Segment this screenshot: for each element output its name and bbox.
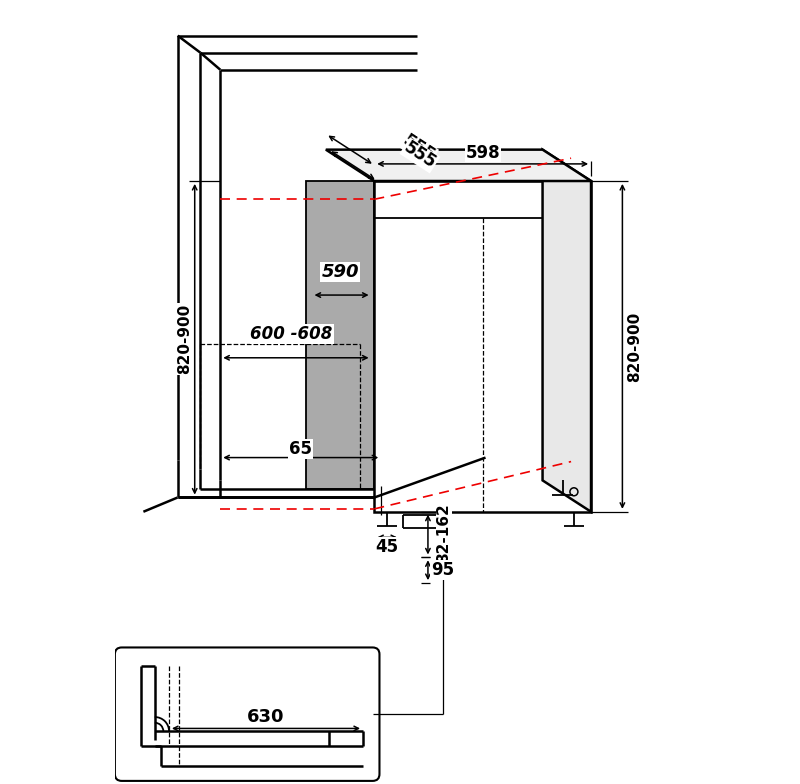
- Text: 600 -608: 600 -608: [250, 325, 333, 343]
- FancyBboxPatch shape: [115, 648, 379, 781]
- Polygon shape: [326, 150, 591, 181]
- Text: 820-900: 820-900: [627, 311, 642, 382]
- Text: 820-900: 820-900: [178, 304, 193, 375]
- Text: 95: 95: [431, 561, 454, 579]
- Text: 598: 598: [466, 143, 500, 162]
- Polygon shape: [374, 181, 591, 512]
- Text: 82-162: 82-162: [437, 503, 451, 563]
- Text: 555: 555: [399, 131, 438, 165]
- Text: 630: 630: [247, 708, 285, 726]
- Text: 45: 45: [375, 538, 398, 556]
- Text: 555: 555: [401, 139, 439, 172]
- Polygon shape: [542, 150, 591, 512]
- Polygon shape: [306, 181, 374, 489]
- Text: 65: 65: [290, 440, 312, 458]
- Text: 590: 590: [322, 263, 359, 281]
